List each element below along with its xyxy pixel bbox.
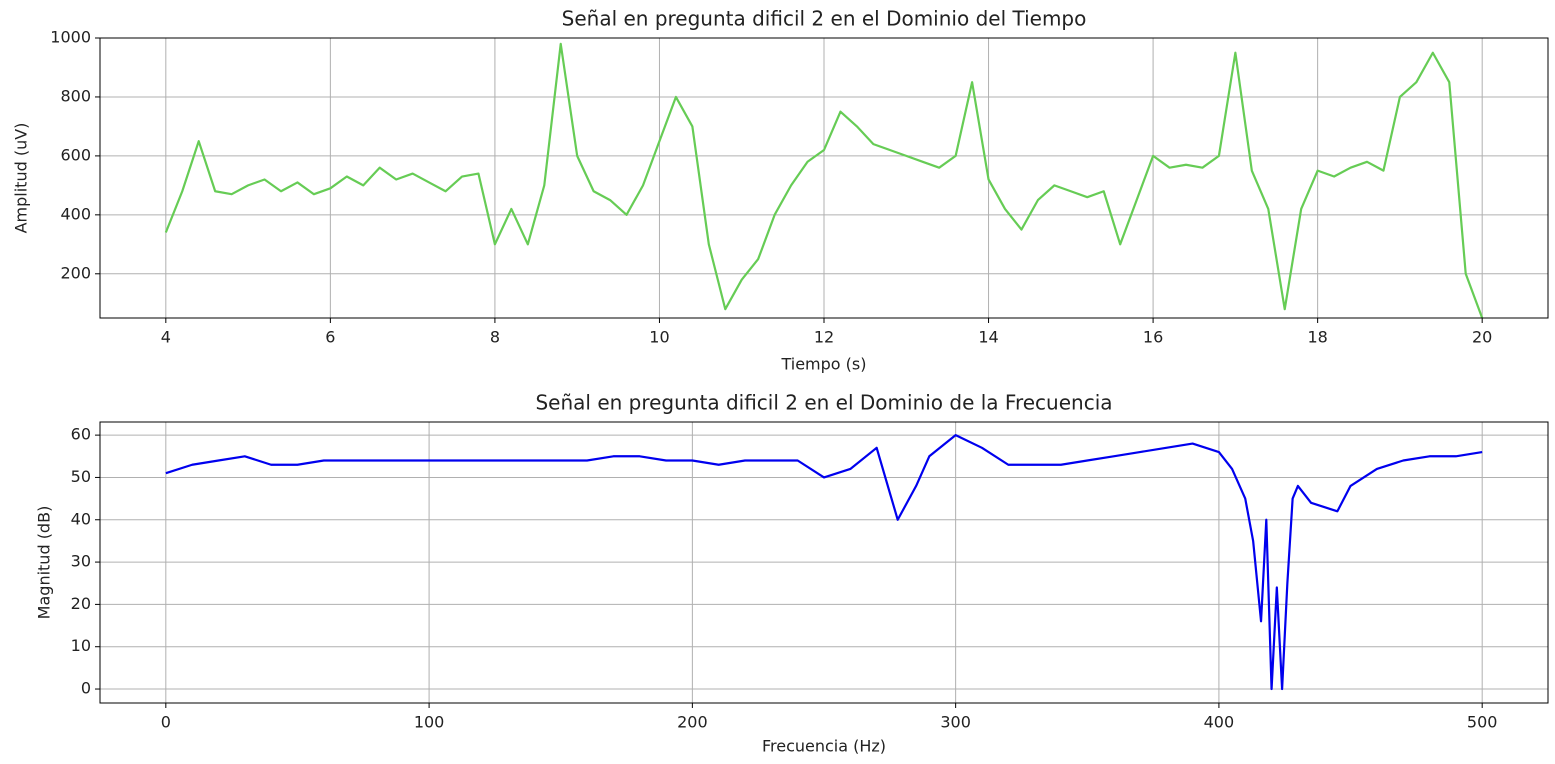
y-tick-label: 60 — [71, 425, 91, 444]
y-tick-label: 20 — [71, 594, 91, 613]
x-tick-label: 14 — [978, 328, 998, 347]
y-tick-label: 1000 — [50, 28, 91, 47]
y-tick-label: 30 — [71, 552, 91, 571]
data-line — [165, 434, 1483, 691]
x-tick-label: 100 — [414, 713, 445, 732]
x-tick-label: 200 — [677, 713, 708, 732]
x-tick-label: 10 — [649, 328, 669, 347]
axes-frame — [99, 37, 1549, 319]
x-tick-label: 400 — [1204, 713, 1235, 732]
x-tick-label: 16 — [1143, 328, 1163, 347]
x-tick-label: 8 — [490, 328, 500, 347]
y-axis-label: Magnitud (dB) — [35, 506, 54, 620]
y-tick-label: 50 — [71, 467, 91, 486]
x-tick-label: 12 — [814, 328, 834, 347]
chart-title: Señal en pregunta dificil 2 en el Domini… — [535, 391, 1112, 415]
axes-frame — [99, 421, 1549, 704]
x-axis-label: Tiempo (s) — [780, 355, 866, 374]
y-tick-label: 10 — [71, 636, 91, 655]
x-tick-label: 20 — [1472, 328, 1492, 347]
x-axis-label: Frecuencia (Hz) — [762, 737, 886, 756]
x-tick-label: 300 — [940, 713, 971, 732]
x-tick-label: 500 — [1467, 713, 1498, 732]
chart-title: Señal en pregunta dificil 2 en el Domini… — [562, 7, 1087, 31]
x-tick-label: 18 — [1307, 328, 1327, 347]
y-tick-label: 200 — [60, 263, 91, 282]
y-tick-label: 600 — [60, 145, 91, 164]
y-tick-label: 800 — [60, 86, 91, 105]
x-tick-label: 4 — [161, 328, 171, 347]
y-tick-label: 40 — [71, 509, 91, 528]
x-tick-label: 0 — [161, 713, 171, 732]
y-tick-label: 400 — [60, 204, 91, 223]
y-axis-label: Amplitud (uV) — [12, 123, 31, 234]
x-tick-label: 6 — [325, 328, 335, 347]
data-line — [164, 42, 1484, 318]
y-tick-label: 0 — [81, 679, 91, 698]
